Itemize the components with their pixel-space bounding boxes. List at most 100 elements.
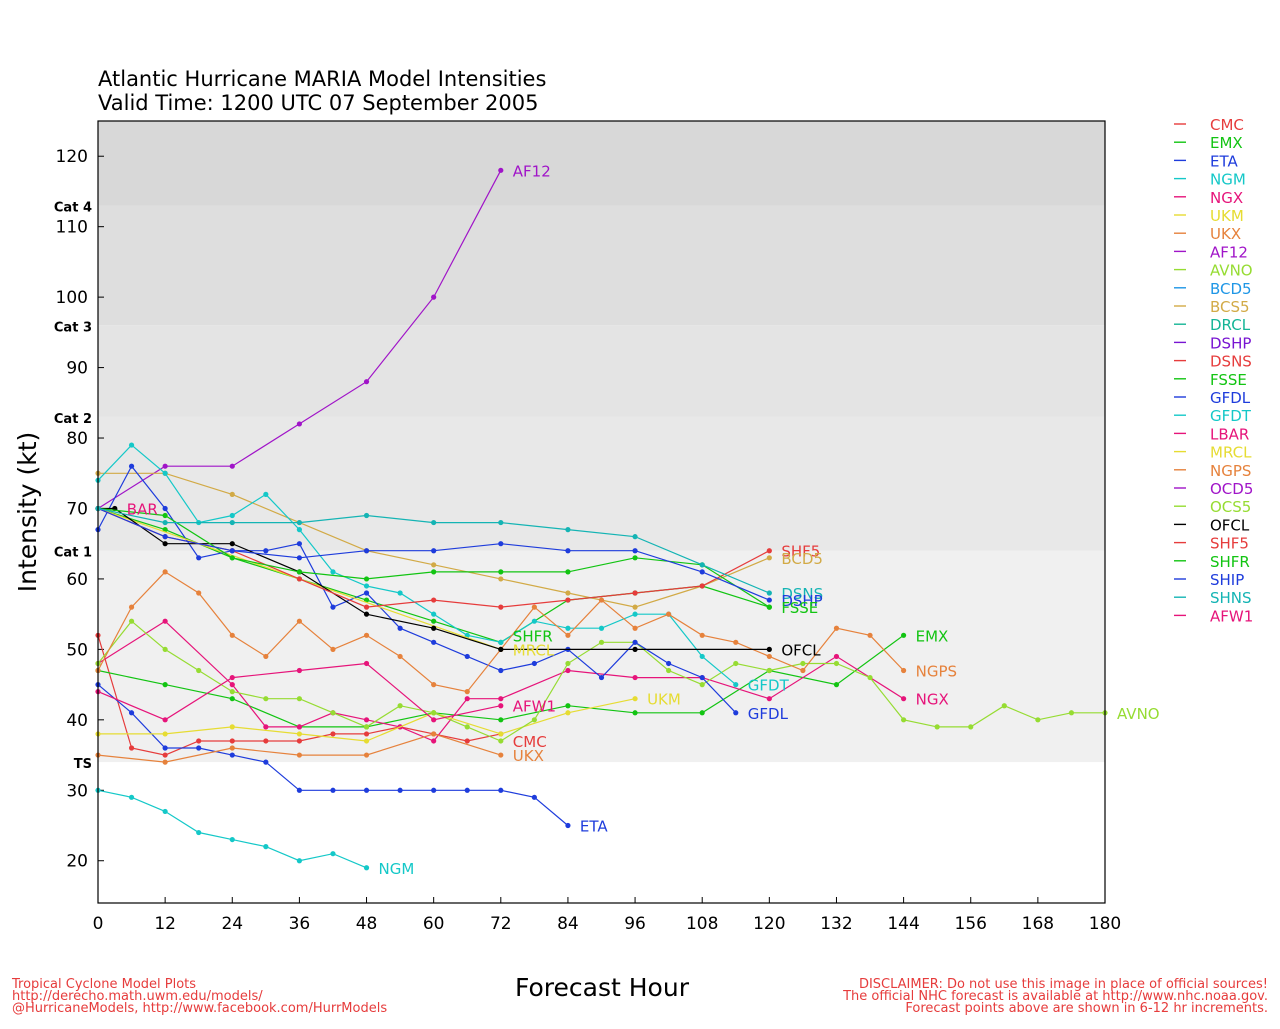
series-point-cmc-2 [162, 752, 168, 758]
series-point-avno-23 [867, 674, 873, 681]
category-labels: TS Cat 1 Cat 2 Cat 3 Cat 4 [54, 201, 92, 773]
series-point-gfdl-17 [666, 660, 672, 667]
series-point-ship-2 [229, 548, 235, 554]
series-point-gfdl-3 [196, 555, 202, 561]
series-point-ngps-7 [330, 646, 336, 652]
legend-label-ngx: NGX [1210, 189, 1243, 207]
series-point-af12-1 [162, 463, 168, 469]
series-point-cmc-1 [128, 745, 135, 751]
series-point-ngx-14 [766, 696, 772, 702]
series-point-ngps-14 [565, 632, 571, 638]
legend-label-shf5: SHF5 [1210, 535, 1249, 553]
end-label-gfdt: GFDT [748, 677, 790, 695]
series-point-ngx-1 [162, 618, 168, 624]
end-label-bar: BAR [127, 500, 158, 518]
legend-label-drcl: DRCL [1210, 316, 1251, 334]
series-point-cmc-6 [296, 738, 302, 744]
end-label-mrcl: MRCL [513, 641, 555, 659]
legend-label-shns: SHNS [1210, 589, 1252, 607]
series-point-gfdt-14 [565, 625, 571, 631]
end-label-bcd5: BCD5 [781, 550, 823, 568]
series-point-gfdt-8 [363, 583, 370, 589]
series-point-ofcl-6 [431, 625, 437, 631]
legend-label-fsse: FSSE [1210, 371, 1247, 389]
series-point-eta-3 [196, 745, 202, 751]
series-point-gfdt-19 [733, 682, 739, 688]
x-tick-label-0: 0 [93, 914, 104, 934]
legend-label-afw1: AFW1 [1210, 607, 1253, 625]
legend-label-cmc: CMC [1210, 116, 1244, 134]
series-point-avno-29 [1068, 710, 1075, 716]
series-point-shf5-3 [296, 576, 302, 582]
series-point-ship-6 [498, 541, 504, 547]
series-point-avno-21 [800, 660, 806, 667]
end-label-ukx: UKX [513, 747, 544, 765]
series-point-avno-24 [901, 717, 907, 723]
series-point-ngps-2 [162, 569, 168, 575]
y-tick-label-120: 120 [56, 147, 88, 167]
end-label-ofcl: OFCL [781, 641, 821, 659]
series-point-ngx-6 [363, 717, 370, 723]
y-tick-label-30: 30 [66, 781, 88, 801]
series-point-emx-2 [229, 696, 235, 702]
series-point-avno-22 [833, 660, 840, 667]
legend-label-gfdt: GFDT [1210, 407, 1252, 425]
series-point-gfdt-16 [632, 611, 638, 617]
x-axis-label: Forecast Hour [515, 973, 690, 1002]
y-tick-label-80: 80 [66, 429, 88, 449]
series-point-gfdl-15 [598, 674, 605, 681]
series-eta [95, 682, 571, 829]
series-point-avno-1 [128, 618, 135, 624]
series-point-shns-3 [296, 519, 302, 526]
series-point-shns-7 [565, 527, 571, 533]
series-line-ngm [97, 789, 367, 869]
series-point-bcs5-2 [229, 491, 235, 497]
series-point-bcs5-5 [431, 562, 437, 568]
x-tick-label-48: 48 [356, 914, 378, 934]
series-point-af12-3 [296, 421, 302, 427]
series-point-afw1-1 [162, 717, 168, 723]
series-point-ship-3 [296, 555, 302, 561]
series-point-shns-9 [699, 562, 705, 568]
series-point-avno-13 [531, 717, 537, 723]
legend-label-shfr: SHFR [1210, 553, 1250, 571]
series-point-afw1-2 [229, 674, 235, 681]
series-point-eta-14 [565, 822, 571, 829]
series-line-gfdl [97, 465, 737, 714]
series-point-gfdl-16 [632, 639, 638, 645]
series-point-ukx-6 [498, 752, 504, 758]
series-point-avno-9 [397, 703, 403, 709]
series-point-shfr-1 [162, 512, 168, 519]
series-point-gfdt-7 [330, 569, 336, 575]
series-point-emx-7 [565, 703, 571, 709]
series-point-gfdl-10 [431, 639, 437, 645]
series-point-shns-4 [363, 512, 370, 519]
series-point-gfdt-10 [431, 611, 437, 617]
series-point-ofcl-9 [766, 646, 772, 652]
series-point-shns-8 [632, 534, 638, 540]
series-point-ngps-15 [598, 597, 605, 603]
series-point-cmc-5 [263, 738, 269, 744]
y-tick-label-100: 100 [56, 288, 88, 308]
legend-label-ofcl: OFCL [1210, 516, 1250, 534]
series-point-ngps-21 [800, 667, 806, 674]
legend-label-avno: AVNO [1210, 262, 1253, 280]
y-tick-label-70: 70 [66, 499, 88, 519]
series-point-ngps-16 [632, 625, 638, 631]
series-point-avno-15 [598, 639, 605, 645]
series-point-gfdl-18 [699, 674, 705, 681]
series-point-eta-8 [363, 787, 370, 793]
footer-right-line-1: DISCLAIMER: Do not use this image in pla… [859, 977, 1268, 992]
series-point-ngm-8 [363, 865, 370, 871]
intensity-band-2 [98, 325, 1105, 417]
series-point-shfr-4 [363, 576, 370, 582]
series-point-shns-2 [229, 519, 235, 526]
end-label-dshp: DSHP [781, 592, 822, 610]
series-point-fsse-5 [431, 618, 437, 624]
x-tick-label-132: 132 [820, 914, 852, 934]
series-point-ngm-4 [229, 836, 235, 843]
series-point-eta-6 [296, 787, 302, 793]
series-point-avno-17 [666, 667, 672, 674]
end-label-dsns: DSNS [781, 585, 823, 603]
end-label-shf5: SHF5 [781, 543, 820, 561]
